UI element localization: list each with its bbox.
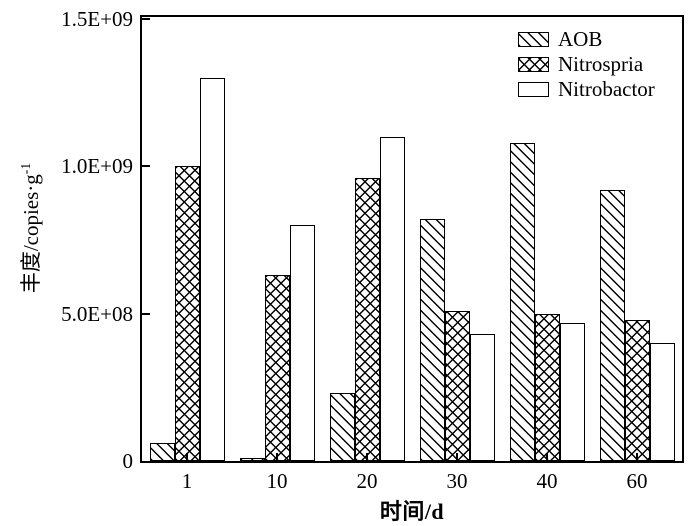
x-tick-label-10: 10 (266, 469, 288, 493)
bar-aob-day40 (509, 142, 535, 461)
y-tick-label-1.5E+09: 1.5E+09 (61, 7, 133, 31)
x-axis-title: 时间/d (379, 499, 445, 524)
bar-nitrobactor-day60 (649, 343, 675, 461)
x-tick-mark-1 (186, 453, 188, 461)
bar-nitrospria-day20 (354, 178, 380, 461)
legend: AOB Nitrospria Nitrobactor (518, 27, 655, 102)
bar-aob-day30 (419, 219, 445, 461)
bar-nitrobactor-day30 (469, 334, 495, 461)
bar-aob-day1 (149, 443, 175, 461)
legend-label: Nitrobactor (558, 77, 655, 101)
plot-area: AOB Nitrospria Nitrobactor (140, 15, 684, 463)
y-tick-label-1.0E+09: 1.0E+09 (61, 154, 133, 179)
y-axis-title-text: 丰度/copies·g (19, 174, 43, 294)
legend-item-nitrobactor: Nitrobactor (518, 77, 655, 102)
x-tick-mark-30 (456, 453, 458, 461)
x-tick-label-40: 40 (536, 469, 558, 493)
legend-swatch-diagonal-icon (518, 32, 549, 47)
bar-nitrospria-day10 (264, 275, 290, 461)
legend-label: Nitrospria (558, 52, 644, 76)
x-tick-label-20: 20 (356, 469, 378, 493)
bar-nitrobactor-day20 (379, 136, 405, 461)
legend-label: AOB (558, 27, 603, 51)
bar-aob-day20 (329, 393, 355, 461)
bar-nitrobactor-day40 (559, 322, 585, 461)
x-tick-label-1: 1 (181, 469, 193, 493)
y-tick-mark-1.5E+09 (142, 18, 150, 20)
x-tick-mark-10 (276, 453, 278, 461)
x-tick-label-60: 60 (626, 469, 648, 493)
x-tick-mark-40 (546, 453, 548, 461)
y-tick-mark-1.0E+09 (142, 165, 150, 168)
bar-nitrospria-day40 (534, 313, 560, 461)
bar-nitrospria-day1 (174, 166, 200, 461)
bar-nitrospria-day30 (444, 310, 470, 461)
x-tick-mark-60 (636, 453, 638, 461)
bar-aob-day60 (599, 189, 625, 461)
y-tick-mark-5.0E+08 (142, 312, 150, 315)
bar-aob-day10 (239, 458, 265, 461)
legend-swatch-crosshatch-icon (518, 57, 549, 72)
x-tick-mark-20 (366, 453, 368, 461)
bar-nitrobactor-day10 (289, 225, 315, 461)
bar-nitrospria-day60 (624, 319, 650, 461)
y-tick-label-5.0E+08: 5.0E+08 (61, 301, 133, 326)
bar-nitrobactor-day1 (199, 77, 225, 461)
y-axis-title: 丰度/copies·g-1 (15, 163, 45, 293)
y-tick-label-0: 0 (122, 449, 134, 473)
x-tick-label-30: 30 (446, 469, 468, 493)
legend-swatch-none-icon (518, 82, 549, 97)
legend-item-nitrospria: Nitrospria (518, 52, 655, 77)
legend-item-aob: AOB (518, 27, 655, 52)
